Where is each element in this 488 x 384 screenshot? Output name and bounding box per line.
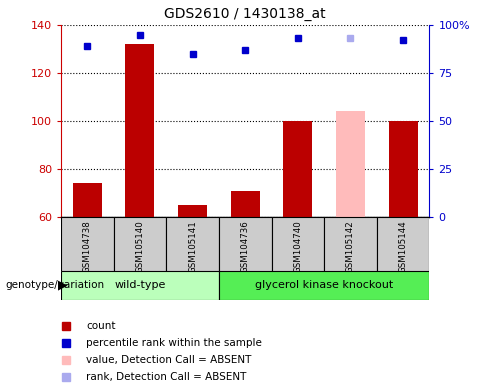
Text: GSM104736: GSM104736 <box>241 221 250 273</box>
Bar <box>166 217 219 271</box>
Text: value, Detection Call = ABSENT: value, Detection Call = ABSENT <box>86 355 251 365</box>
Bar <box>219 271 429 300</box>
Text: genotype/variation: genotype/variation <box>5 280 104 290</box>
Title: GDS2610 / 1430138_at: GDS2610 / 1430138_at <box>164 7 326 21</box>
Bar <box>231 190 260 217</box>
Bar <box>219 217 271 271</box>
Text: GSM104738: GSM104738 <box>83 221 92 273</box>
Bar <box>125 44 154 217</box>
Text: ▶: ▶ <box>58 279 67 291</box>
Text: GSM105141: GSM105141 <box>188 221 197 273</box>
Text: rank, Detection Call = ABSENT: rank, Detection Call = ABSENT <box>86 372 246 382</box>
Bar <box>61 271 219 300</box>
Bar <box>377 217 429 271</box>
Text: wild-type: wild-type <box>114 280 165 290</box>
Bar <box>284 121 312 217</box>
Bar <box>73 184 102 217</box>
Text: percentile rank within the sample: percentile rank within the sample <box>86 338 262 348</box>
Bar <box>114 217 166 271</box>
Bar <box>336 111 365 217</box>
Text: GSM105142: GSM105142 <box>346 221 355 273</box>
Text: GSM104740: GSM104740 <box>293 221 303 273</box>
Text: GSM105140: GSM105140 <box>136 221 144 273</box>
Text: GSM105144: GSM105144 <box>399 221 407 273</box>
Bar <box>271 217 324 271</box>
Bar <box>178 205 207 217</box>
Text: count: count <box>86 321 115 331</box>
Bar <box>388 121 418 217</box>
Bar <box>324 217 377 271</box>
Text: glycerol kinase knockout: glycerol kinase knockout <box>255 280 393 290</box>
Bar <box>61 217 114 271</box>
